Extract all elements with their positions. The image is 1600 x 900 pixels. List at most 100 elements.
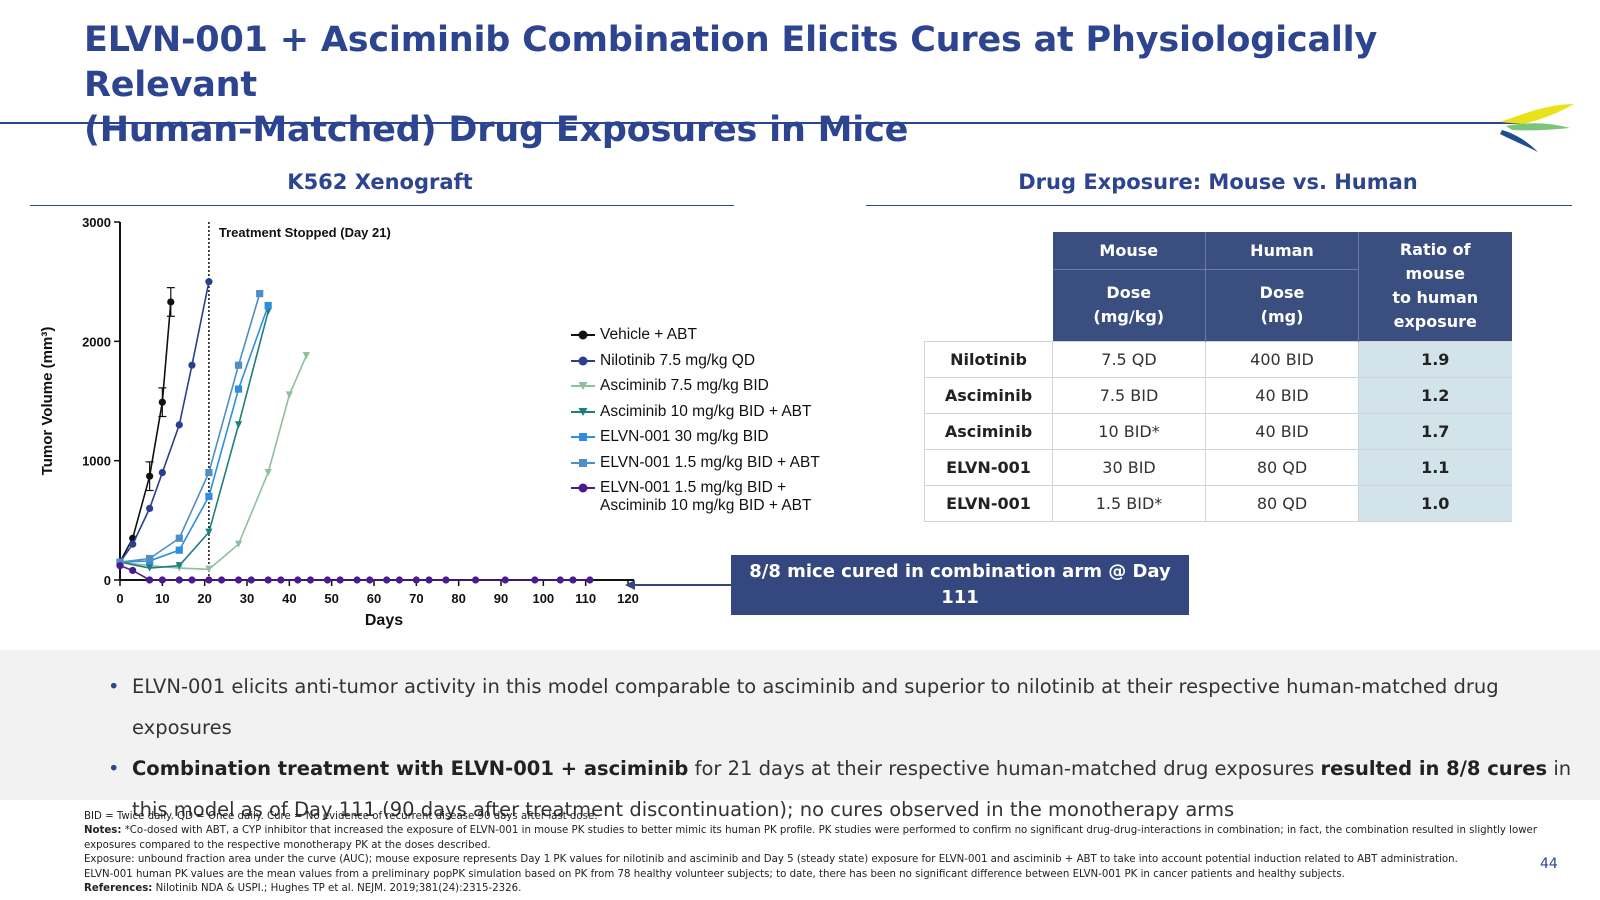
ratio-cell: 1.0 [1358, 484, 1512, 522]
mouse-dose-cell: 7.5 QD [1052, 340, 1206, 377]
data-point [306, 576, 315, 584]
legend-swatch-icon [571, 382, 595, 390]
bullet-bold-text: resulted in 8/8 cures [1320, 757, 1548, 780]
legend-item: ELVN-001 30 mg/kg BID [570, 428, 860, 454]
x-tick-label: 80 [451, 591, 465, 606]
table-row: Nilotinib 7.5 QD 400 BID 1.9 [924, 340, 1512, 377]
tumor-volume-chart: 0 10 20 30 40 50 60 70 80 90 100 110 120 0 1000 2000 300… [39, 215, 639, 629]
data-point [188, 361, 196, 369]
title-line-1: ELVN-001 + Asciminib Combination Elicits… [84, 20, 1378, 105]
data-point [175, 421, 183, 429]
data-point [569, 576, 577, 584]
data-point [234, 576, 243, 584]
data-point [264, 576, 272, 584]
series-line [119, 305, 269, 563]
table-row: Asciminib 7.5 BID 40 BID 1.2 [924, 376, 1512, 413]
drug-cell: Asciminib [924, 376, 1053, 413]
y-tick-label: 0 [104, 573, 111, 588]
footnote-exposure: Exposure: unbound fraction area under th… [84, 854, 1458, 866]
footnote-notes: Notes: *Co-dosed with ABT, a CYP inhibit… [84, 824, 1544, 853]
data-point [158, 576, 166, 584]
callout-line-2: (90 days after last dose) [835, 613, 1085, 634]
x-tick-label: 60 [367, 591, 381, 606]
data-point [501, 576, 509, 584]
data-point [205, 278, 213, 286]
legend-label: ELVN-001 1.5 mg/kg BID + Asciminib 10 mg/… [600, 479, 811, 515]
x-tick-label: 10 [155, 591, 169, 606]
y-axis-label: Tumor Volume (mm³) [39, 327, 56, 476]
x-tick-label: 20 [197, 591, 211, 606]
header-human-dose: Dose (mg) [1205, 269, 1359, 341]
data-point [205, 528, 213, 536]
data-point [412, 576, 420, 584]
data-point [302, 352, 310, 360]
treatment-stop-annotation: Treatment Stopped (Day 21) [219, 225, 391, 240]
legend-label-line: Asciminib 10 mg/kg BID + ABT [600, 402, 812, 420]
x-tick-label: 90 [494, 591, 508, 606]
data-point [175, 576, 183, 584]
data-point [294, 576, 302, 584]
x-tick-label: 0 [116, 591, 123, 606]
header-human: Human [1205, 232, 1359, 270]
human-dose-cell: 80 QD [1205, 448, 1359, 485]
data-point [383, 576, 391, 584]
title-line-2: (Human-Matched) Drug Exposures in Mice [84, 110, 909, 150]
page-number: 44 [1540, 856, 1558, 872]
data-point [366, 576, 374, 584]
human-dose-cell: 80 QD [1205, 484, 1359, 522]
human-dose-cell: 40 BID [1205, 376, 1359, 413]
data-point [234, 540, 243, 548]
footnote-label: References: [84, 883, 153, 895]
legend-item: ELVN-001 1.5 mg/kg BID + ABT [570, 454, 860, 480]
data-point [205, 492, 213, 501]
mouse-dose-cell: 1.5 BID* [1052, 484, 1206, 522]
callout-line-1: 8/8 mice cured in combination arm @ Day … [749, 561, 1171, 608]
data-point [442, 576, 450, 584]
data-point [129, 566, 137, 575]
data-point [285, 391, 293, 399]
exposure-table: Mouse Human Ratio of mouse to human expo… [924, 232, 1512, 522]
header-ratio-line: exposure [1393, 312, 1477, 332]
table-row: ELVN-001 1.5 BID* 80 QD 1.0 [924, 484, 1512, 522]
data-point [205, 565, 213, 573]
mouse-dose-cell: 30 BID [1052, 448, 1206, 485]
legend-item: ELVN-001 1.5 mg/kg BID + Asciminib 10 mg/… [570, 479, 860, 523]
drug-cell: ELVN-001 [924, 484, 1053, 522]
footnote-references: References: Nilotinib NDA & USPI.; Hughe… [84, 882, 1544, 896]
header-ratio-line: Ratio of [1399, 240, 1471, 260]
data-point [556, 576, 564, 584]
bullet-dot-icon: • [108, 757, 120, 780]
footnote-poppk: ELVN-001 human PK values are the mean va… [84, 868, 1345, 880]
x-tick-label: 50 [324, 591, 338, 606]
footnote-abbreviations: BID = Twice daily. QD = Once daily. Cure… [84, 811, 598, 822]
mouse-dose-cell: 10 BID* [1052, 412, 1206, 449]
legend-item: Asciminib 7.5 mg/kg BID [570, 377, 860, 403]
data-point [218, 576, 226, 584]
x-tick-label: 30 [240, 591, 254, 606]
legend-label: ELVN-001 30 mg/kg BID [600, 428, 769, 446]
data-point [234, 421, 243, 429]
y-tick-label: 1000 [82, 454, 111, 469]
x-tick-label: 70 [409, 591, 423, 606]
series-line [119, 301, 172, 563]
drug-cell: Asciminib [924, 412, 1053, 449]
header-mouse-dose-line: (mg/kg) [1093, 307, 1165, 326]
data-point [175, 546, 183, 554]
y-tick-label: 2000 [82, 334, 111, 349]
bullet-text: in this model as of Day 111 (90 days aft… [132, 757, 1572, 821]
legend-swatch-icon [571, 356, 595, 365]
legend-label-line: ELVN-001 1.5 mg/kg BID + [600, 479, 787, 496]
legend-swatch-icon [571, 483, 595, 493]
data-point [531, 576, 539, 584]
data-point [188, 576, 196, 584]
bullet-item: • ELVN-001 elicits anti-tumor activity i… [108, 666, 1588, 748]
data-point [395, 576, 403, 584]
footnote-text: Nilotinib NDA & USPI.; Hughes TP et al. … [152, 883, 522, 895]
key-findings: • ELVN-001 elicits anti-tumor activity i… [0, 650, 1600, 821]
legend-swatch-icon [571, 458, 595, 467]
legend-item: Vehicle + ABT [570, 326, 860, 352]
data-point [277, 576, 285, 584]
legend-label-line: ELVN-001 1.5 mg/kg BID + ABT [600, 453, 820, 471]
header-human-dose-line: (mg) [1260, 307, 1304, 326]
